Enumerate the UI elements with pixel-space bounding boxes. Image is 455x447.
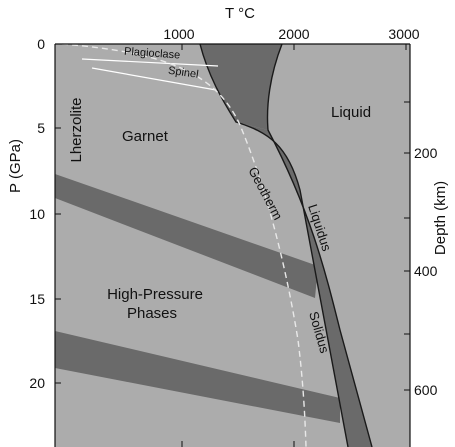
plagioclase-spinel-boundary	[81, 58, 219, 67]
left-tick-label: 15	[29, 291, 45, 307]
left-tick-label: 20	[29, 375, 45, 391]
transition-band-lower	[55, 331, 340, 423]
melting-interval-shallow	[200, 44, 282, 130]
right-axis-title: Depth (km)	[432, 181, 449, 255]
left-axis-title: P (GPa)	[7, 139, 24, 193]
lherzolite-label: Lherzolite	[68, 97, 85, 162]
right-tick-label: 600	[414, 382, 438, 398]
left-tick-label: 10	[29, 206, 45, 222]
right-tick-label: 400	[414, 263, 438, 279]
plagioclase-label: Plagioclase	[124, 46, 181, 62]
transition-band-upper	[55, 174, 318, 298]
garnet-label: Garnet	[122, 128, 169, 145]
geotherm-curve	[61, 43, 307, 447]
top-tick-label: 1000	[163, 26, 194, 42]
right-tick-label: 200	[414, 145, 438, 161]
melting-interval-deep	[236, 122, 372, 447]
high-pressure-label-line2: Phases	[127, 305, 177, 322]
spinel-garnet-boundary	[91, 67, 217, 91]
liquidus-curve	[266, 43, 373, 447]
top-axis-title: T °C	[225, 5, 255, 22]
top-tick-label: 3000	[388, 26, 419, 42]
left-tick-label: 0	[37, 36, 45, 52]
top-tick-label: 2000	[278, 26, 309, 42]
spinel-label: Spinel	[167, 65, 199, 81]
liquid-label: Liquid	[331, 104, 371, 121]
high-pressure-label-line1: High-Pressure	[107, 286, 203, 303]
solidus-curve	[199, 43, 349, 447]
left-tick-label: 5	[37, 120, 45, 136]
